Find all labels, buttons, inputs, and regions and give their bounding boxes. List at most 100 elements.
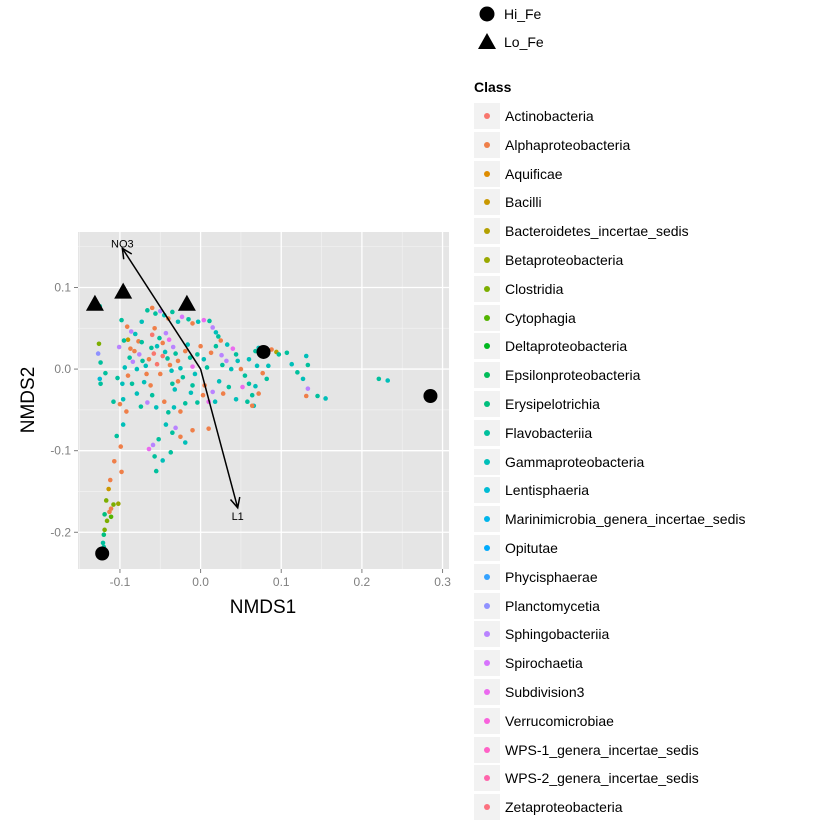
class-legend-label: Verrucomicrobiae [505,712,614,729]
data-point [230,346,236,351]
data-point [295,370,300,375]
data-point [195,319,201,325]
data-point [256,391,261,396]
legend-key [474,794,500,821]
legend-key [474,621,500,648]
data-point [153,405,159,410]
data-point [116,344,122,350]
data-point [153,468,159,474]
y-tick-label: 0.1 [54,280,71,294]
data-point [170,381,175,387]
data-point [269,347,274,352]
legend-key-dot [484,775,490,782]
legend-key [474,448,500,475]
data-point [220,362,225,368]
legend-key-dot [484,285,490,292]
data-point [170,430,175,436]
class-legend-label: Bacteroidetes_incertae_sedis [505,223,689,240]
data-point [115,375,120,381]
class-legend-label: Spirochaetia [505,655,583,672]
data-point [242,373,248,378]
data-point [146,356,152,362]
data-point [144,371,149,377]
data-point [108,514,114,520]
legend-key-dot [484,257,490,263]
data-point [124,409,129,414]
filled-triangle-icon [472,30,500,54]
x-tick-label: 0.1 [273,575,290,589]
class-legend-item: Epsilonproteobacteria [472,361,640,389]
data-point [166,337,172,343]
data-point [134,366,140,372]
data-point [125,337,131,343]
class-legend-label: Subdivision3 [505,684,585,700]
data-point [182,401,188,406]
data-point [207,318,212,324]
legend-key [474,477,500,504]
data-point [170,309,175,315]
data-point [204,365,210,370]
data-point [163,422,169,427]
shape-legend-label: Lo_Fe [504,34,544,50]
data-point [376,376,382,382]
class-legend-label: Phycisphaerae [505,568,598,585]
legend-key-dot [484,372,490,379]
legend-key [474,160,500,187]
data-point [157,308,163,314]
data-point [190,364,195,369]
legend-key-dot [484,631,490,638]
data-point [152,325,157,331]
lo-fe-site-marker [114,282,133,299]
site-markers [85,282,438,561]
data-point [182,440,188,445]
data-point [120,422,126,427]
data-point [157,335,162,341]
class-legend-label: Planctomycetia [505,597,600,614]
data-point [140,358,145,364]
legend-key-dot [484,343,490,350]
data-point [139,319,145,325]
data-point [102,527,107,533]
class-legend-label: WPS-2_genera_incertae_sedis [505,770,699,787]
data-point [323,396,328,401]
data-point [141,379,147,385]
data-point [300,376,306,382]
data-point [100,540,106,546]
data-point [266,363,271,369]
data-point [148,383,153,388]
env-vectors: NO3 L1 [111,238,244,522]
data-point [210,389,215,395]
data-point [124,324,130,329]
class-legend-label: Deltaproteobacteria [505,338,628,355]
data-point [254,363,260,369]
x-axis-title: NMDS1 [230,597,297,618]
data-point [162,349,168,355]
data-point [154,361,160,367]
data-point [136,352,142,357]
legend-key-dot [484,573,490,580]
legend-key [474,304,500,331]
data-point [157,371,163,377]
legend-key-dot [484,314,490,321]
lo-fe-site-marker [85,294,104,311]
data-point [118,444,124,449]
data-point [149,345,154,351]
hi-fe-site-marker [256,344,271,359]
data-point [143,363,149,369]
y-tick-label: -0.2 [50,525,71,539]
class-legend-item: Cytophagia [472,304,576,332]
data-point [114,433,120,439]
legend-key-dot [484,746,490,753]
y-tick-label: -0.1 [50,444,71,458]
data-point [188,390,194,396]
data-point [169,368,174,374]
data-point [228,366,234,372]
data-point [165,356,170,361]
data-point [303,353,309,359]
data-point [216,334,221,339]
data-point [233,396,239,402]
data-point [175,319,181,325]
legend-key [474,247,500,273]
legend-key [474,362,500,389]
data-point [178,434,183,440]
